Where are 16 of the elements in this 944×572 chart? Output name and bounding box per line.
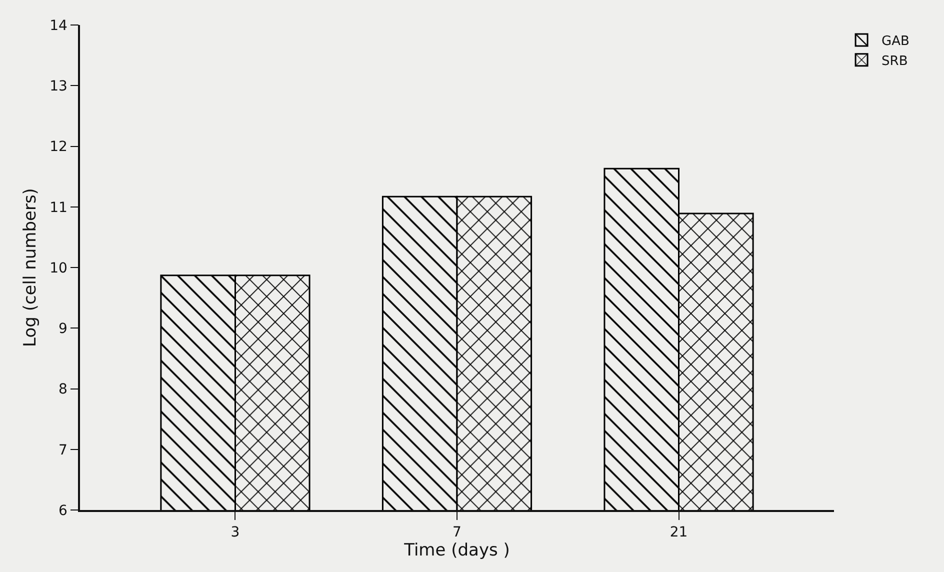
x-tick-label: 7 — [452, 524, 462, 541]
y-tick-label: 7 — [58, 442, 68, 458]
y-tick-label: 6 — [58, 502, 68, 519]
y-tick-label: 13 — [50, 78, 68, 95]
text: SRB — [882, 54, 908, 69]
y-tick-label: 11 — [50, 200, 68, 216]
y-tick-label: 8 — [58, 382, 68, 398]
y-tick-label: 10 — [50, 260, 68, 276]
y-axis-title: Log (cell numbers) — [20, 188, 40, 347]
x-axis-title: Time (days ) — [403, 540, 510, 561]
x-tick-label: 21 — [670, 524, 688, 541]
y-tick-label: 9 — [58, 321, 68, 338]
y-tick-label: 14 — [50, 18, 68, 34]
y-tick-label: 12 — [50, 139, 68, 156]
text: GAB — [882, 34, 910, 50]
x-tick-label: 3 — [230, 524, 240, 541]
